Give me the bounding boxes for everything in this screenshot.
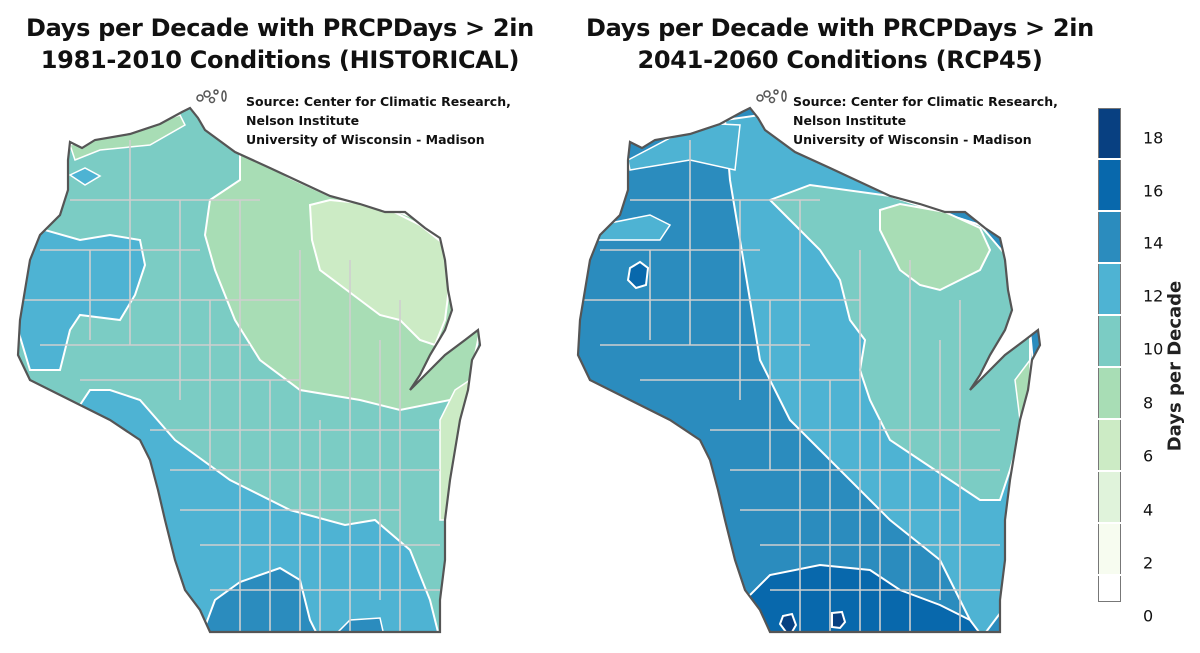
legend-tick: 10	[1143, 339, 1164, 359]
legend-swatch-6	[1098, 420, 1121, 470]
source-line-1: Source: Center for Climatic Research,	[246, 94, 511, 109]
source-line-3: University of Wisconsin - Madison	[246, 132, 485, 147]
title-line-2: 2041-2060 Conditions (RCP45)	[637, 46, 1043, 74]
legend-swatch-12	[1098, 264, 1121, 314]
source-line-2: Nelson Institute	[246, 113, 360, 128]
historical-map-panel: Days per Decade with PRCPDays > 2in 1981…	[0, 0, 560, 653]
historical-map-title: Days per Decade with PRCPDays > 2in 1981…	[0, 12, 560, 76]
legend-swatch-8	[1098, 368, 1121, 418]
legend-tick: 2	[1143, 553, 1154, 573]
rcp45-map-panel: Days per Decade with PRCPDays > 2in 2041…	[560, 0, 1120, 653]
title-line-1: Days per Decade with PRCPDays > 2in	[26, 14, 534, 42]
legend-tick: 14	[1143, 233, 1164, 253]
legend-tick: 8	[1143, 393, 1154, 413]
legend-tick: 6	[1143, 446, 1154, 466]
title-line-2: 1981-2010 Conditions (HISTORICAL)	[40, 46, 520, 74]
source-note: Source: Center for Climatic Research, Ne…	[246, 92, 511, 149]
wisconsin-historical-map	[16, 89, 482, 634]
legend-swatch-4	[1098, 472, 1121, 522]
wisconsin-rcp45-map	[576, 89, 1042, 634]
legend-tick: 12	[1143, 286, 1164, 306]
legend-swatch-16	[1098, 160, 1121, 210]
title-line-1: Days per Decade with PRCPDays > 2in	[586, 14, 1094, 42]
legend-swatch-18	[1098, 108, 1121, 158]
source-line-1: Source: Center for Climatic Research,	[793, 94, 1058, 109]
legend-tick: 18	[1143, 128, 1164, 148]
color-legend	[1095, 108, 1125, 623]
legend-tick: 16	[1143, 181, 1164, 201]
source-line-2: Nelson Institute	[793, 113, 907, 128]
source-line-3: University of Wisconsin - Madison	[793, 132, 1032, 147]
legend-tick: 4	[1143, 500, 1154, 520]
rcp45-map-title: Days per Decade with PRCPDays > 2in 2041…	[560, 12, 1120, 76]
legend-swatch-10	[1098, 316, 1121, 366]
legend-tick: 0	[1143, 606, 1154, 626]
source-note: Source: Center for Climatic Research, Ne…	[793, 92, 1058, 149]
legend-swatch-2	[1098, 524, 1121, 574]
legend-swatch-0	[1098, 576, 1121, 602]
legend-title: Days per Decade	[1164, 280, 1186, 452]
legend-swatch-14	[1098, 212, 1121, 262]
